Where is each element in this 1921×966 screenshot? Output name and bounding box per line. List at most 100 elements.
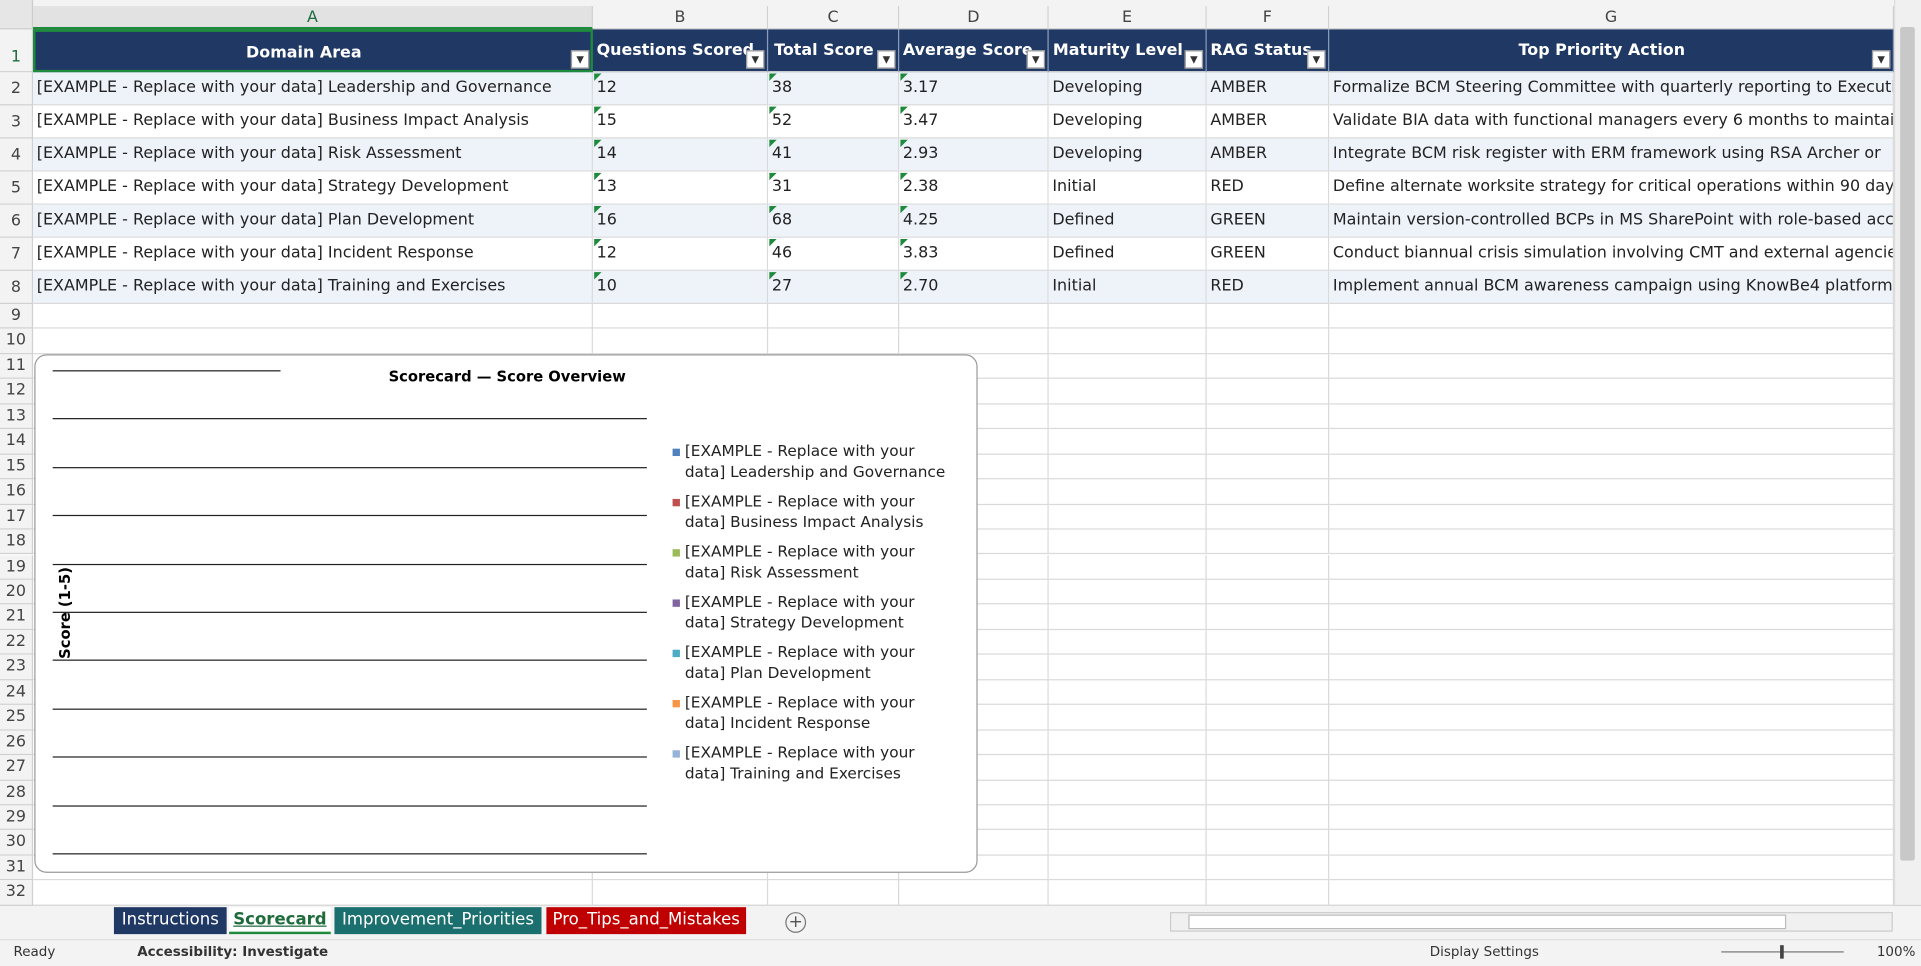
empty-cell[interactable]	[1206, 579, 1330, 605]
row-header[interactable]: 14	[0, 429, 34, 455]
empty-cell[interactable]	[1048, 680, 1207, 706]
empty-cell[interactable]	[1048, 730, 1207, 756]
table-cell[interactable]: 3.47	[899, 105, 1049, 139]
row-header[interactable]: 25	[0, 705, 34, 731]
empty-cell[interactable]	[1329, 354, 1895, 380]
row-header[interactable]: 6	[0, 204, 34, 238]
table-cell[interactable]: 31	[768, 171, 900, 205]
row-header[interactable]: 32	[0, 880, 34, 906]
empty-cell[interactable]	[1329, 304, 1895, 330]
empty-cell[interactable]	[1206, 855, 1330, 881]
empty-cell[interactable]	[1329, 504, 1895, 530]
table-header-cell[interactable]: Domain Area	[33, 29, 593, 73]
filter-button[interactable]: ▼	[746, 50, 765, 69]
empty-cell[interactable]	[1329, 329, 1895, 355]
column-header[interactable]: A	[33, 6, 593, 30]
table-header-cell[interactable]: Top Priority Action	[1329, 29, 1895, 73]
empty-cell[interactable]	[1048, 604, 1207, 630]
empty-cell[interactable]	[1329, 404, 1895, 430]
row-header[interactable]: 9	[0, 304, 34, 330]
empty-cell[interactable]	[1048, 504, 1207, 530]
table-cell[interactable]: Conduct biannual crisis simulation invol…	[1329, 237, 1895, 271]
empty-cell[interactable]	[1329, 629, 1895, 655]
table-cell[interactable]: 2.93	[899, 138, 1049, 172]
vertical-scrollbar[interactable]	[1894, 0, 1921, 905]
table-cell[interactable]: Integrate BCM risk register with ERM fra…	[1329, 138, 1895, 172]
table-cell[interactable]: [EXAMPLE - Replace with your data] Plan …	[33, 204, 593, 238]
table-cell[interactable]: 2.38	[899, 171, 1049, 205]
empty-cell[interactable]	[1206, 755, 1330, 781]
empty-cell[interactable]	[1329, 529, 1895, 555]
table-cell[interactable]: 4.25	[899, 204, 1049, 238]
empty-cell[interactable]	[1329, 554, 1895, 580]
empty-cell[interactable]	[33, 880, 593, 906]
empty-cell[interactable]	[1048, 329, 1207, 355]
empty-cell[interactable]	[1329, 880, 1895, 906]
sheet-tab[interactable]: Instructions	[113, 907, 227, 935]
display-settings[interactable]: Display Settings	[1429, 943, 1539, 960]
empty-cell[interactable]	[768, 329, 900, 355]
empty-cell[interactable]	[899, 304, 1049, 330]
empty-cell[interactable]	[1206, 705, 1330, 731]
empty-cell[interactable]	[1206, 830, 1330, 856]
empty-cell[interactable]	[1329, 805, 1895, 831]
column-header[interactable]: B	[592, 6, 769, 30]
empty-cell[interactable]	[1206, 629, 1330, 655]
table-cell[interactable]: Developing	[1048, 72, 1207, 106]
row-header[interactable]: 7	[0, 237, 34, 271]
empty-cell[interactable]	[1329, 454, 1895, 480]
table-cell[interactable]: 3.17	[899, 72, 1049, 106]
empty-cell[interactable]	[1206, 404, 1330, 430]
row-header[interactable]: 12	[0, 379, 34, 405]
empty-cell[interactable]	[1329, 379, 1895, 405]
row-header[interactable]: 13	[0, 404, 34, 430]
column-header[interactable]: D	[899, 6, 1049, 30]
column-header[interactable]: F	[1206, 6, 1330, 30]
empty-cell[interactable]	[1329, 755, 1895, 781]
table-cell[interactable]: [EXAMPLE - Replace with your data] Risk …	[33, 138, 593, 172]
table-cell[interactable]: GREEN	[1206, 237, 1330, 271]
table-cell[interactable]: [EXAMPLE - Replace with your data] Leade…	[33, 72, 593, 106]
table-cell[interactable]: 38	[768, 72, 900, 106]
row-header[interactable]: 28	[0, 780, 34, 806]
empty-cell[interactable]	[592, 304, 769, 330]
table-cell[interactable]: 52	[768, 105, 900, 139]
empty-cell[interactable]	[592, 880, 769, 906]
empty-cell[interactable]	[1206, 429, 1330, 455]
empty-cell[interactable]	[899, 855, 1049, 881]
empty-cell[interactable]	[899, 329, 1049, 355]
filter-button[interactable]: ▼	[1307, 50, 1326, 69]
table-cell[interactable]: Define alternate worksite strategy for c…	[1329, 171, 1895, 205]
empty-cell[interactable]	[1048, 705, 1207, 731]
table-cell[interactable]: Initial	[1048, 270, 1207, 305]
empty-cell[interactable]	[768, 880, 900, 906]
column-header[interactable]: G	[1329, 6, 1895, 30]
empty-cell[interactable]	[1206, 730, 1330, 756]
empty-cell[interactable]	[1329, 654, 1895, 681]
empty-cell[interactable]	[1048, 529, 1207, 555]
row-header[interactable]: 5	[0, 171, 34, 205]
empty-cell[interactable]	[1206, 529, 1330, 555]
empty-cell[interactable]	[1048, 579, 1207, 605]
empty-cell[interactable]	[1048, 629, 1207, 655]
empty-cell[interactable]	[1206, 780, 1330, 806]
empty-cell[interactable]	[768, 304, 900, 330]
empty-cell[interactable]	[1048, 654, 1207, 681]
table-cell[interactable]: 10	[592, 270, 769, 305]
empty-cell[interactable]	[1206, 504, 1330, 530]
empty-cell[interactable]	[33, 304, 593, 330]
empty-cell[interactable]	[1048, 304, 1207, 330]
table-cell[interactable]: Maintain version-controlled BCPs in MS S…	[1329, 204, 1895, 238]
sheet-tab[interactable]: Scorecard	[229, 907, 331, 935]
empty-cell[interactable]	[1329, 604, 1895, 630]
empty-cell[interactable]	[1206, 604, 1330, 630]
scroll-thumb[interactable]	[1900, 26, 1915, 861]
empty-cell[interactable]	[1329, 780, 1895, 806]
table-cell[interactable]: 41	[768, 138, 900, 172]
empty-cell[interactable]	[33, 329, 593, 355]
empty-cell[interactable]	[1048, 805, 1207, 831]
empty-cell[interactable]	[1329, 680, 1895, 706]
filter-button[interactable]: ▼	[1026, 50, 1046, 69]
table-cell[interactable]: 13	[592, 171, 769, 205]
table-cell[interactable]: [EXAMPLE - Replace with your data] Strat…	[33, 171, 593, 205]
